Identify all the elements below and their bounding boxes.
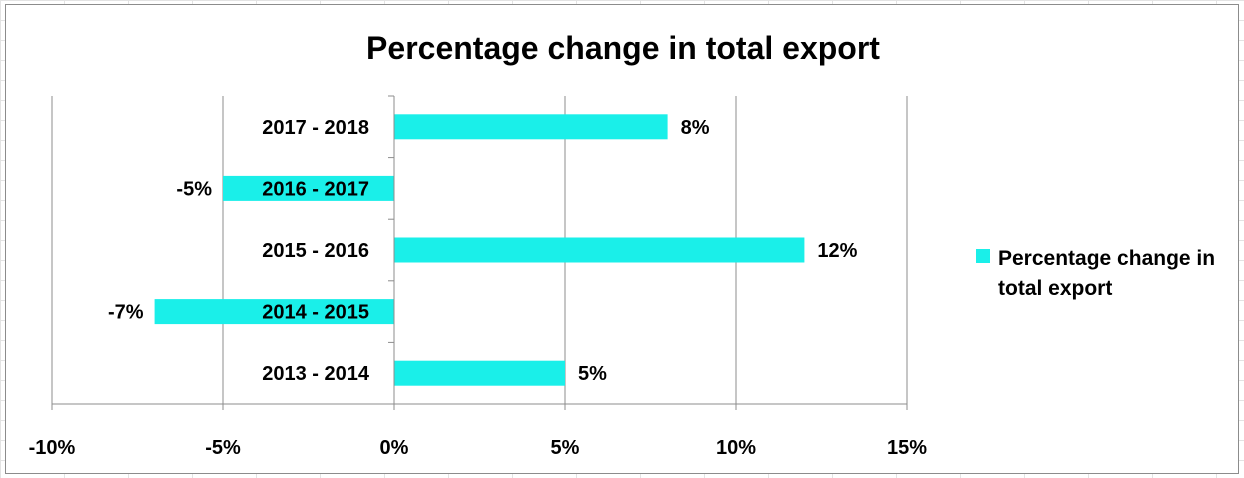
legend-label-line-2: total export [998, 277, 1112, 300]
data-label-2: 12% [817, 240, 857, 262]
bar-2014-2015[interactable] [154, 299, 394, 325]
data-label-4: 8% [681, 117, 710, 139]
bar-2015-2016[interactable] [394, 237, 805, 263]
chart-title: Percentage change in total export [366, 30, 880, 66]
category-label-3: 2016 - 2017 [262, 178, 369, 200]
category-labels: 2013 - 2014 2014 - 2015 2015 - 2016 2016 - … [262, 117, 370, 385]
bar-2013-2014[interactable] [394, 360, 565, 386]
x-tick-label-1: -5% [205, 437, 241, 459]
data-label-0: 5% [578, 363, 607, 385]
category-label-2: 2015 - 2016 [262, 240, 369, 262]
x-tick-label-4: 10% [716, 437, 756, 459]
category-label-0: 2013 - 2014 [262, 363, 370, 385]
x-tick-label-3: 5% [551, 437, 580, 459]
bars [154, 114, 805, 386]
bar-2017-2018[interactable] [394, 114, 668, 140]
bar-2016-2017[interactable] [223, 175, 394, 201]
x-axis: -10% -5% 0% 5% 10% 15% [29, 95, 927, 459]
x-tick-label-5: 15% [887, 437, 927, 459]
category-label-1: 2014 - 2015 [262, 302, 369, 324]
legend-swatch [976, 249, 990, 263]
x-tick-label-2: 0% [380, 437, 409, 459]
data-labels: 5% -7% 12% -5% 8% [108, 117, 858, 385]
legend-label-line-1: Percentage change in [998, 247, 1215, 270]
category-label-4: 2017 - 2018 [262, 117, 369, 139]
x-tick-label-0: -10% [29, 437, 76, 459]
data-label-3: -5% [176, 178, 212, 200]
data-label-1: -7% [108, 302, 144, 324]
legend[interactable]: Percentage change in total export [976, 247, 1215, 300]
